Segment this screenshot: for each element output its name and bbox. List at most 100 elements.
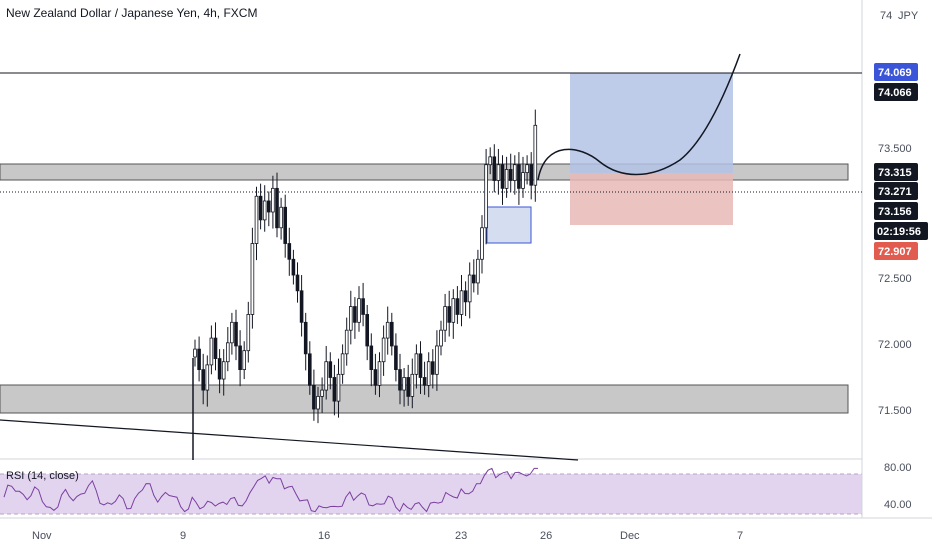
candle-body [492,156,497,181]
candle-body [447,306,451,323]
candle-body [279,206,283,229]
candle-body [418,353,423,378]
candle-body [484,164,488,229]
candle-body [271,187,275,213]
candle-body [500,164,505,189]
candle-body [328,361,333,378]
candle-body [504,169,509,189]
y-tick-73500: 73.500 [878,143,912,155]
candle-body [471,274,476,284]
candle-body [369,345,374,370]
candle-body [508,169,513,181]
candle-body [238,345,242,370]
candle-body [381,337,386,363]
candle-body [344,329,349,355]
candle-body [385,321,390,339]
candle-body [463,290,468,303]
candle-body [426,361,431,386]
x-tick-23: 23 [455,530,467,542]
candle-body [480,227,484,260]
candle-body [443,306,447,331]
candle-body [348,306,353,331]
candle-body [287,243,292,260]
candle-body [258,195,263,221]
svg-text:73.271: 73.271 [878,186,912,198]
price-tag-74066: 74.066 [874,83,918,101]
y-tick-71500: 71.500 [878,405,912,417]
x-tick-nov: Nov [32,530,52,542]
candle-body [402,377,406,391]
y-tick-72000: 72.000 [878,339,912,351]
candle-body [377,361,382,386]
countdown-tag: 02:19:56 [874,222,928,240]
candle-body [193,348,197,358]
candle-body [324,361,328,391]
candle-body [291,258,296,276]
price-tag-73156: 73.156 [874,202,918,220]
candle-body [234,321,238,347]
candle-body [332,377,337,402]
candles-group [193,109,538,424]
svg-text:74.069: 74.069 [878,67,912,79]
y-tick-72500: 72.500 [878,273,912,285]
candle-body [517,164,521,189]
candle-body [316,395,320,410]
candle-body [242,350,247,370]
candle-body [488,156,492,166]
stop-box[interactable] [570,173,733,225]
candle-body [529,164,533,186]
rsi-tick-80: 80.00 [884,462,912,474]
candle-body [455,298,460,315]
candle-body [230,321,234,344]
candle-body [394,345,398,370]
target-box[interactable] [570,73,733,173]
candle-body [336,373,341,402]
candle-body [225,342,230,363]
rsi-line [3,467,538,513]
price-tag-72907: 72.907 [874,242,918,260]
candle-body [422,377,427,386]
candle-body [283,206,287,244]
candle-body [476,258,480,284]
candle-body [525,164,529,174]
svg-text:02:19:56: 02:19:56 [877,226,921,238]
candle-body [340,353,345,375]
price-tag-74069: 74.069 [874,63,918,81]
candle-body [430,361,435,375]
candle-body [357,298,361,323]
candle-body [213,337,218,359]
x-tick-16: 16 [318,530,330,542]
y-tick-74: 74 [880,10,892,22]
candle-body [209,337,214,366]
candle-body [250,243,255,315]
candle-body [373,369,378,386]
candle-body [361,298,365,315]
candle-body [197,348,201,370]
candle-body [221,361,226,380]
candle-body [365,314,369,347]
projection-path[interactable] [537,53,741,181]
candle-body [320,389,324,397]
trendline[interactable] [0,419,579,461]
x-tick-9: 9 [180,530,186,542]
x-tick-dec: Dec [620,530,640,542]
candle-body [312,384,316,410]
candle-body [205,364,210,391]
candle-body [295,274,300,292]
candle-body [410,373,415,397]
candle-body [521,172,525,189]
rsi-band [0,474,862,514]
svg-text:73.315: 73.315 [878,167,912,179]
candle-body [496,164,501,181]
candle-body [307,353,312,386]
candle-body [299,290,304,323]
flag-pattern-box[interactable] [486,206,532,244]
rsi-label: RSI (14, close) [6,470,79,482]
candle-body [398,369,402,391]
support-zone[interactable] [0,384,849,414]
candle-body [406,377,410,397]
price-tag-73271: 73.271 [874,182,918,200]
candle-body [467,274,472,303]
